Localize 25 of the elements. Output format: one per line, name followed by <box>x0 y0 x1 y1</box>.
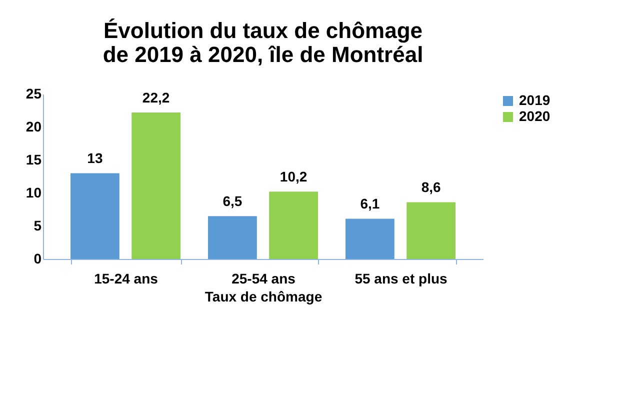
bar <box>346 218 394 259</box>
data-label: 6,5 <box>222 193 242 210</box>
bar <box>269 192 318 259</box>
legend-label: 2019 <box>519 92 550 108</box>
data-label: 6,1 <box>360 196 380 212</box>
bar <box>70 173 120 259</box>
y-tick-label: 10 <box>26 184 42 200</box>
y-tick-label: 20 <box>26 118 42 134</box>
bar <box>132 112 180 259</box>
x-axis-title: Taux de chômage <box>204 288 322 304</box>
y-tick-label: 5 <box>34 218 42 234</box>
bar <box>406 202 456 259</box>
data-label: 13 <box>87 150 103 166</box>
data-label: 8,6 <box>421 179 441 196</box>
chart-title: Évolution du taux de chômage de 2019 à 2020, île de Montréal <box>102 18 424 67</box>
legend-label: 2020 <box>519 108 550 124</box>
y-tick-label: 15 <box>26 152 42 168</box>
data-label: 10,2 <box>280 168 308 185</box>
x-tick-label: 55 ans et plus <box>354 270 448 286</box>
bar <box>208 216 257 259</box>
data-label: 22,2 <box>142 89 170 106</box>
x-tick-label: 25-54 ans <box>232 270 296 286</box>
y-tick-label: 0 <box>34 250 42 266</box>
y-tick-label: 25 <box>26 86 42 102</box>
x-tick-label: 15-24 ans <box>94 270 158 286</box>
